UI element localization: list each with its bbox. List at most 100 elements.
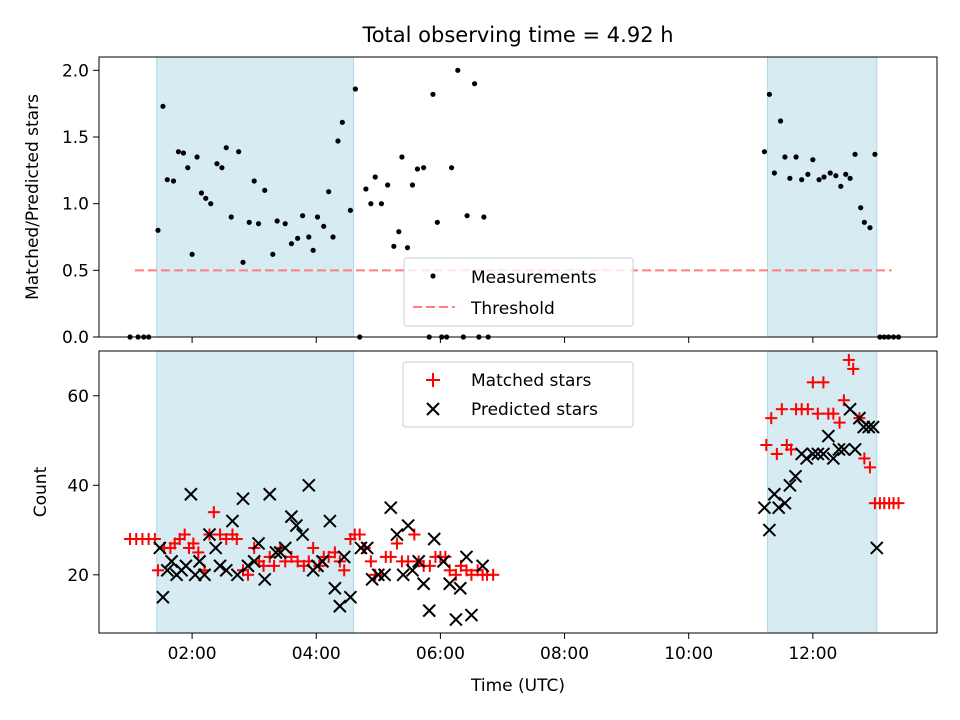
- predicted-point: [153, 541, 167, 555]
- y-tick-label: 0.0: [62, 328, 89, 348]
- matched-point: [151, 564, 164, 577]
- measurement-point: [335, 138, 341, 144]
- predicted-point: [806, 447, 820, 461]
- predicted-point: [337, 550, 351, 564]
- measurement-point: [409, 182, 416, 188]
- predicted-point-b: [821, 429, 836, 443]
- predicted-point-b: [208, 541, 223, 555]
- predicted-point: [236, 492, 250, 506]
- predicted-point: [390, 527, 404, 542]
- measurement-point: [861, 219, 867, 225]
- measurement-point: [314, 214, 321, 220]
- measurement-point: [198, 190, 205, 196]
- top-panel: 0.00.51.01.52.0 Matched/Predicted stars …: [23, 56, 938, 348]
- measurement-point: [777, 118, 784, 124]
- predicted-point: [475, 559, 490, 573]
- matched-point: [291, 555, 304, 568]
- bottom-legend-box: [402, 361, 634, 428]
- predicted-point-b: [354, 541, 368, 555]
- predicted-point-b: [230, 568, 245, 582]
- measurement-point: [827, 170, 833, 176]
- predicted-point-b: [806, 447, 820, 461]
- measurement-point: [766, 91, 773, 97]
- bottom-x-ticks: 02:00 04:00 06:00 08:00 10:00 12:00: [168, 633, 837, 664]
- y-tick-label: 40: [67, 476, 89, 496]
- matched-point: [847, 362, 860, 375]
- matched-point: [423, 559, 436, 572]
- matched-point: [465, 568, 478, 581]
- predicted-point: [289, 518, 304, 533]
- measurement-point: [391, 243, 397, 249]
- measurement-point: [321, 223, 327, 229]
- predicted-point: [443, 577, 457, 591]
- predicted-point-b: [832, 442, 846, 457]
- y-tick-label: 2.0: [62, 61, 89, 81]
- x-tick-label: 06:00: [416, 644, 465, 664]
- top-y-ticks: 0.0 0.5 1.0 1.5 2.0: [62, 61, 99, 348]
- bottom-legend: Matched stars Predicted stars: [402, 361, 634, 428]
- predicted-point-b: [289, 518, 304, 533]
- predicted-point-b: [767, 487, 782, 501]
- matched-point: [268, 559, 281, 572]
- shaded-interval: [156, 56, 355, 338]
- predicted-point: [230, 568, 245, 582]
- measurement-point: [847, 175, 853, 181]
- shaded-interval: [767, 350, 878, 634]
- predicted-point: [284, 509, 299, 524]
- predicted-point-b: [343, 590, 358, 604]
- measurement-point: [236, 149, 242, 155]
- predicted-point: [328, 581, 342, 595]
- predicted-point: [826, 451, 841, 466]
- measurement-point: [363, 186, 369, 192]
- predicted-point: [160, 563, 174, 578]
- predicted-point: [799, 451, 814, 466]
- measurement-point: [787, 175, 793, 181]
- y-tick-label: 0.5: [62, 261, 89, 281]
- predicted-point-b: [416, 577, 431, 591]
- measurement-point: [274, 218, 280, 224]
- predicted-point-b: [405, 563, 420, 578]
- predicted-point-b: [870, 541, 884, 555]
- predicted-point: [251, 536, 266, 551]
- matched-point: [307, 541, 320, 554]
- predicted-point-b: [772, 500, 786, 515]
- predicted-point-b: [225, 514, 240, 528]
- predicted-point-b: [453, 581, 467, 595]
- predicted-point: [459, 550, 474, 564]
- measurement-point: [300, 213, 306, 219]
- matched-point: [827, 407, 840, 420]
- matched-point: [811, 407, 824, 420]
- predicted-point-b: [384, 500, 398, 515]
- predicted-point: [354, 541, 368, 555]
- predicted-point-b: [184, 487, 198, 501]
- predicted-point-b: [757, 500, 772, 515]
- top-legend-box: [403, 257, 634, 327]
- predicted-point-b: [269, 545, 283, 560]
- matched-point: [390, 537, 403, 550]
- measurement-point: [185, 165, 191, 171]
- matched-point: [408, 528, 421, 541]
- matched-point: [353, 528, 366, 541]
- measurement-points: [127, 67, 902, 340]
- predicted-point: [156, 590, 170, 604]
- predicted-point-b: [213, 559, 227, 573]
- predicted-point-b: [164, 554, 179, 569]
- predicted-point-b: [422, 603, 436, 618]
- matched-point: [322, 550, 335, 563]
- x-axis-label: Time (UTC): [470, 676, 565, 696]
- measurement-point: [805, 171, 811, 177]
- predicted-point-b: [843, 402, 857, 416]
- predicted-point-b: [799, 451, 814, 466]
- measurement-point: [821, 174, 827, 180]
- matched-point: [207, 506, 220, 519]
- matched-point: [770, 447, 783, 460]
- matched-point: [192, 546, 205, 559]
- top-x-ticks: [191, 337, 814, 343]
- y-tick-label: 1.5: [62, 128, 89, 148]
- predicted-point: [821, 429, 836, 443]
- y-tick-label: 1.0: [62, 195, 89, 215]
- matched-point: [487, 568, 500, 581]
- predicted-point-b: [762, 523, 777, 537]
- predicted-point-b: [459, 550, 474, 564]
